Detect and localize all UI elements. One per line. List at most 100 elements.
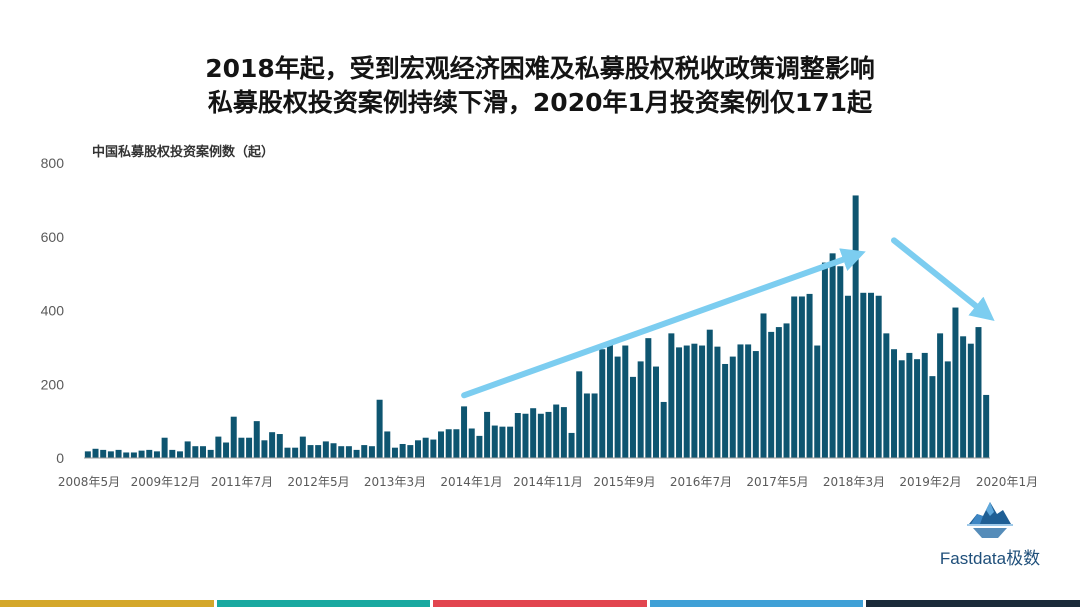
bar xyxy=(783,323,790,458)
x-tick-label: 2014年11月 xyxy=(513,475,583,489)
bar xyxy=(176,451,183,458)
x-tick-label: 2014年1月 xyxy=(440,475,502,489)
bar xyxy=(415,440,421,458)
bar xyxy=(123,452,130,458)
bar xyxy=(92,448,99,458)
bar xyxy=(384,431,391,458)
bar xyxy=(130,452,137,458)
bar xyxy=(921,352,928,458)
bar xyxy=(898,360,905,458)
x-tick-label: 2016年7月 xyxy=(670,475,732,489)
bar xyxy=(745,344,752,458)
band-segment xyxy=(649,600,864,607)
bar xyxy=(844,295,851,458)
bar xyxy=(468,428,475,458)
y-tick-label: 200 xyxy=(41,376,65,392)
brand: Fastdata极数 xyxy=(930,500,1050,569)
bar xyxy=(438,431,445,458)
bar xyxy=(230,416,237,458)
x-tick-label: 2012年5月 xyxy=(287,475,349,489)
bar xyxy=(606,343,613,458)
bar xyxy=(760,313,767,458)
bar xyxy=(153,451,160,458)
bar xyxy=(952,307,959,458)
bar xyxy=(422,437,429,458)
bar xyxy=(860,292,867,458)
bar xyxy=(722,363,729,458)
bar xyxy=(161,437,168,458)
bar xyxy=(200,446,206,458)
x-tick-label: 2013年3月 xyxy=(364,475,426,489)
bar xyxy=(192,446,199,458)
bar xyxy=(292,447,299,458)
bar xyxy=(583,393,590,458)
bar xyxy=(223,442,230,458)
bar xyxy=(960,336,967,458)
bar xyxy=(522,413,529,458)
bar xyxy=(138,450,145,459)
bar xyxy=(476,435,483,459)
trend-arrow xyxy=(891,237,995,321)
bar xyxy=(368,446,375,458)
bar xyxy=(507,426,514,458)
x-tick-label: 2008年5月 xyxy=(58,475,120,489)
bar xyxy=(299,436,306,458)
bar xyxy=(806,293,813,458)
bar xyxy=(322,441,329,458)
bar xyxy=(115,449,122,458)
title-line-2: 私募股权投资案例持续下滑，2020年1月投资案例仅171起 xyxy=(207,88,873,117)
bar xyxy=(883,333,890,458)
bar xyxy=(814,345,821,458)
bar xyxy=(691,343,698,458)
bar xyxy=(84,451,91,458)
bar xyxy=(622,345,629,458)
bar xyxy=(875,295,882,458)
x-tick-label: 2019年2月 xyxy=(899,475,961,489)
x-tick-label: 2015年9月 xyxy=(593,475,655,489)
bar xyxy=(791,296,798,458)
bar xyxy=(637,361,644,458)
bar xyxy=(315,445,322,458)
bar xyxy=(530,408,537,458)
bar xyxy=(629,376,636,459)
band-segment xyxy=(216,600,431,607)
y-tick-label: 400 xyxy=(41,303,65,319)
bar xyxy=(614,356,621,458)
bar xyxy=(100,449,107,458)
bar xyxy=(599,349,606,458)
bar xyxy=(284,447,291,458)
bar xyxy=(545,411,552,458)
x-tick-label: 2017年5月 xyxy=(746,475,808,489)
band-segment xyxy=(0,600,214,607)
bar xyxy=(453,429,460,458)
bar xyxy=(269,432,276,458)
bottom-color-band xyxy=(0,600,1080,607)
bar xyxy=(345,446,352,458)
bar xyxy=(560,407,567,458)
brand-name: Fastdata极数 xyxy=(939,549,1041,568)
bar xyxy=(906,352,913,458)
band-segment xyxy=(866,600,1080,607)
bar xyxy=(215,436,222,458)
trend-arrow xyxy=(461,248,866,399)
bar xyxy=(891,349,898,458)
x-tick-label: 2011年7月 xyxy=(211,475,273,489)
bar xyxy=(253,421,260,459)
bar xyxy=(399,443,406,458)
bar xyxy=(683,345,690,458)
bar xyxy=(852,195,859,458)
bar xyxy=(568,432,575,458)
bar xyxy=(660,401,667,458)
bar xyxy=(975,327,982,458)
bar xyxy=(238,437,245,458)
bar xyxy=(929,376,936,458)
bar xyxy=(537,413,544,458)
bar xyxy=(353,449,360,458)
bar xyxy=(207,449,214,458)
bar xyxy=(499,426,506,458)
y-tick-label: 600 xyxy=(41,229,65,245)
bar xyxy=(246,437,253,458)
y-axis: 0 200 400 600 800 xyxy=(41,155,65,466)
bar xyxy=(914,359,921,458)
